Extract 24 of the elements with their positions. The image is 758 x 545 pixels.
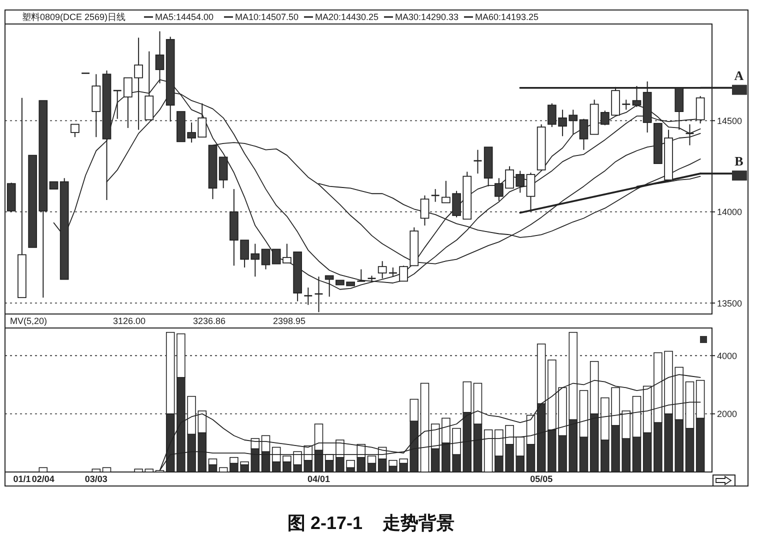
y-tick-label: 13500: [717, 298, 742, 308]
text: 3126.00: [113, 316, 146, 326]
legend-item: MA20:14430.25: [304, 12, 379, 22]
x-tick-label: 03/03: [84, 474, 108, 484]
legend-item: MA60:14193.25: [464, 12, 539, 22]
caption: 图 2-17-1 走势背景: [287, 513, 455, 533]
x-tick-label: 02/04: [32, 474, 54, 484]
legend-item: MA30:14290.33: [384, 12, 459, 22]
x-tick-label: 05/05: [530, 474, 553, 484]
y-tick-label: 4000: [717, 350, 738, 361]
text: B: [734, 154, 744, 169]
legend-item: MA10:14507.50: [224, 12, 299, 22]
text: 2398.95: [273, 316, 306, 326]
y-tick-label: 14500: [717, 116, 742, 126]
x-tick-label: 01/1: [13, 474, 31, 484]
y-tick-label: 14000: [717, 207, 742, 218]
legend-item: MA5:14454.00: [144, 12, 214, 22]
text: A: [734, 68, 744, 83]
legend-label: MA5:14454.00: [155, 12, 214, 22]
x-tick-label: 04/01: [307, 474, 330, 484]
text: 3236.86: [193, 316, 226, 326]
y-tick-label: 2000: [717, 409, 738, 420]
chart-title: 塑料0809(DCE 2569)日线: [22, 12, 126, 22]
chart-title: MV(5,20): [10, 316, 48, 326]
